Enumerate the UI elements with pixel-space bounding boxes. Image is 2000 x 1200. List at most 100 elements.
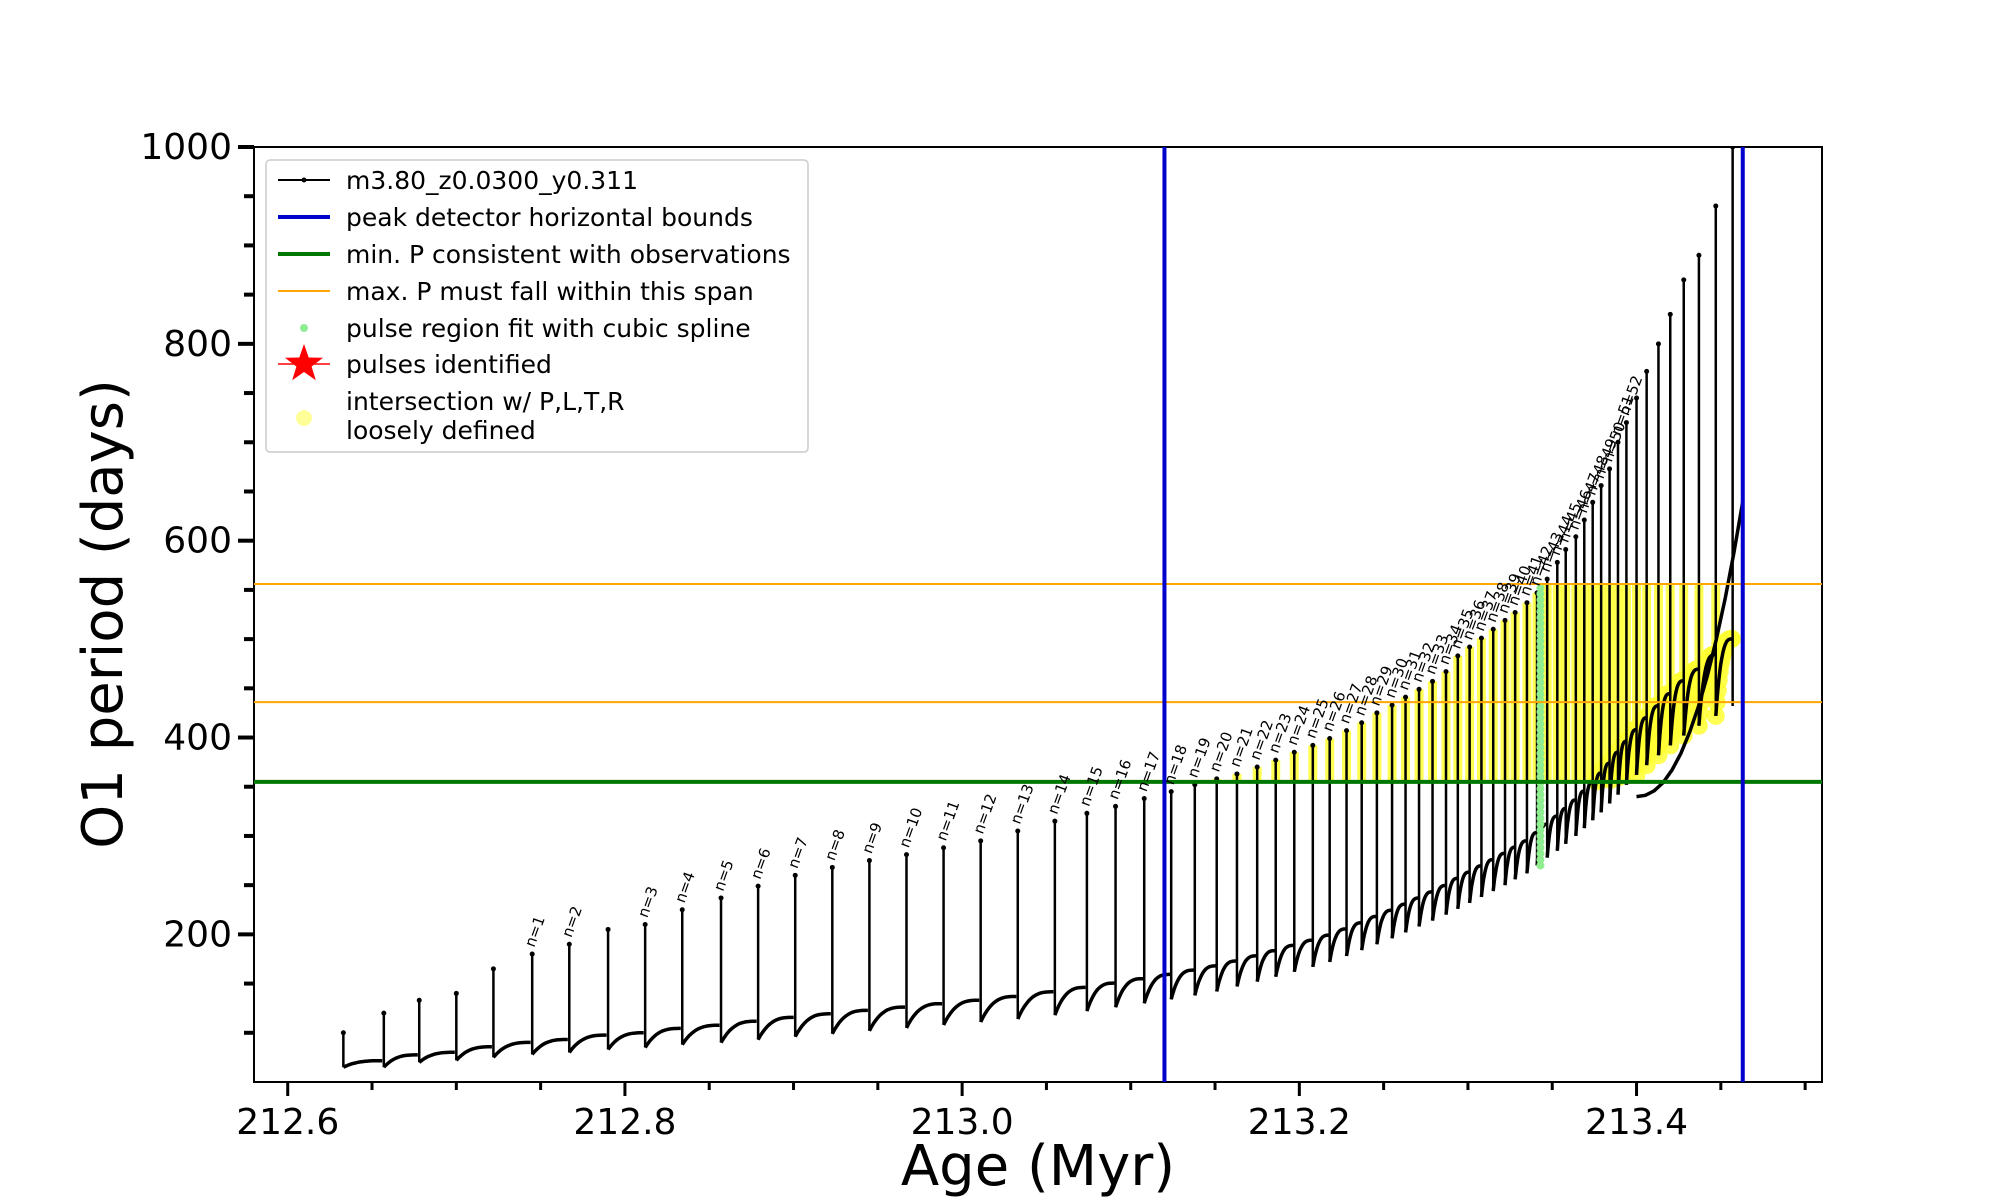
spline-fit-point <box>1536 820 1545 829</box>
pulse-peak-point <box>1598 483 1604 489</box>
pulse-peak-point <box>1573 534 1579 540</box>
legend-label-max-p: max. P must fall within this span <box>346 277 754 306</box>
pulse-curve <box>830 1008 868 1035</box>
spline-fit-point <box>1536 678 1545 687</box>
axes: 212.6 212.8 213.0 213.2 213.4 200 400 600 800 100… <box>140 127 1807 1143</box>
spline-fit-point <box>1536 749 1545 758</box>
spline-fit-point <box>1536 583 1545 592</box>
spline-fit-point <box>1536 601 1545 610</box>
spline-fit-point <box>1536 796 1545 805</box>
spline-fit-point <box>1536 766 1545 775</box>
pulse-peak-point <box>1478 635 1484 641</box>
legend-item-max-p: max. P must fall within this span <box>278 277 754 306</box>
pulse-peak-point <box>529 951 535 957</box>
y-tick-label: 800 <box>163 324 232 365</box>
spline-fit-point <box>1536 625 1545 634</box>
x-axis-title: Age (Myr) <box>901 1134 1175 1199</box>
y-tick-label: 400 <box>163 718 232 759</box>
pulse-peak-point <box>1416 686 1422 692</box>
pulse-curve <box>1375 908 1392 945</box>
pulse-peak-point <box>1430 678 1436 684</box>
pulse-curve <box>1681 667 1699 736</box>
spline-fit-point <box>1536 642 1545 651</box>
x-tick-label: 213.0 <box>911 1102 1014 1143</box>
pulse-peak-point <box>1374 710 1380 716</box>
pulse-curve <box>867 1005 905 1032</box>
pulse-peak-point <box>1310 742 1316 748</box>
spline-fit-point <box>1536 707 1545 716</box>
pulse-peak-point <box>1512 610 1518 616</box>
spline-fit-point <box>1536 808 1545 817</box>
pulse-curve <box>1555 806 1566 851</box>
pulse-curve <box>756 1015 794 1041</box>
pulse-peak-point <box>1581 517 1587 523</box>
pulse-curve <box>567 1033 607 1054</box>
pulse-curve <box>643 1026 681 1049</box>
pulse-curve <box>979 994 1017 1023</box>
pulse-peak-point <box>1403 694 1409 700</box>
legend-item-pulses: pulses identified <box>278 344 552 381</box>
pulse-peak-point <box>978 838 984 844</box>
spline-fit-point <box>1536 690 1545 699</box>
spline-fit-point <box>1536 613 1545 622</box>
pulse-curve <box>1016 990 1054 1020</box>
legend-label-peak-bounds: peak detector horizontal bounds <box>346 203 753 232</box>
spline-fit-point <box>1536 713 1545 722</box>
pulse-curve <box>1525 831 1537 874</box>
pulse-curve <box>793 1012 831 1038</box>
spline-fit-point <box>1536 790 1545 799</box>
pulse-curve <box>1311 933 1329 968</box>
pulse-curve <box>1545 814 1557 858</box>
legend-label-intersection: intersection w/ P,L,T,R <box>346 387 625 416</box>
pulse-peak-point <box>1254 764 1260 770</box>
pulse-peak-point <box>1273 757 1279 763</box>
pulse-curve <box>342 1058 383 1069</box>
spline-fit-point <box>1536 737 1545 746</box>
legend-label-model: m3.80_z0.0300_y0.311 <box>346 166 638 195</box>
legend-item-model: m3.80_z0.0300_y0.311 <box>278 166 638 195</box>
legend-item-peak-bounds: peak detector horizontal bounds <box>278 203 753 232</box>
spline-fit-point <box>1536 725 1545 734</box>
pulse-curve <box>1169 968 1194 1000</box>
spline-fit-point <box>1536 814 1545 823</box>
pulse-curve <box>1467 864 1481 904</box>
pulse-curve <box>418 1050 455 1064</box>
pulse-curve <box>1479 857 1494 898</box>
pulse-curve <box>1599 761 1610 813</box>
pulse-peak-point <box>1455 653 1461 659</box>
pulse-peak-point <box>642 922 648 928</box>
pulse-curve-tail <box>1636 501 1745 799</box>
pulse-peak-point <box>755 883 761 889</box>
legend-item-spline: pulse region fit with cubic spline <box>300 314 751 343</box>
y-axis-title: O1 period (days) <box>71 379 136 849</box>
pulse-curve <box>942 998 980 1026</box>
pulse-peak-point <box>1696 252 1702 258</box>
pulse-peak-point <box>1667 311 1673 317</box>
pulse-curve <box>1113 976 1144 1008</box>
pulse-curve <box>680 1023 720 1046</box>
pulse-peak-point <box>1623 420 1629 426</box>
legend: m3.80_z0.0300_y0.311 peak detector horiz… <box>265 159 809 453</box>
spline-fit-point <box>1536 731 1545 740</box>
pulse-peak-point <box>1563 547 1569 553</box>
spline-fit-point <box>1536 837 1545 846</box>
pulse-peak-point <box>1291 749 1297 755</box>
pulse-peak-point <box>1607 466 1613 472</box>
spline-fit-region <box>1536 583 1545 870</box>
pulse-peak-point <box>1467 644 1473 650</box>
pulse-curve <box>1273 943 1294 978</box>
spline-fit-point <box>1536 595 1545 604</box>
legend-label-min-p: min. P consistent with observations <box>346 240 791 269</box>
pulse-curve <box>1456 870 1470 909</box>
pulse-curve <box>1644 704 1658 766</box>
spline-fit-point <box>1536 589 1545 598</box>
spline-fit-point <box>1536 849 1545 858</box>
pulse-curve <box>1053 985 1086 1016</box>
legend-box <box>265 159 809 453</box>
pulse-peak-point <box>1590 499 1596 505</box>
spline-fit-point <box>1536 784 1545 793</box>
spline-fit-point <box>1536 631 1545 640</box>
pulse-curve <box>1668 679 1684 746</box>
pulse-curve <box>1430 883 1446 921</box>
